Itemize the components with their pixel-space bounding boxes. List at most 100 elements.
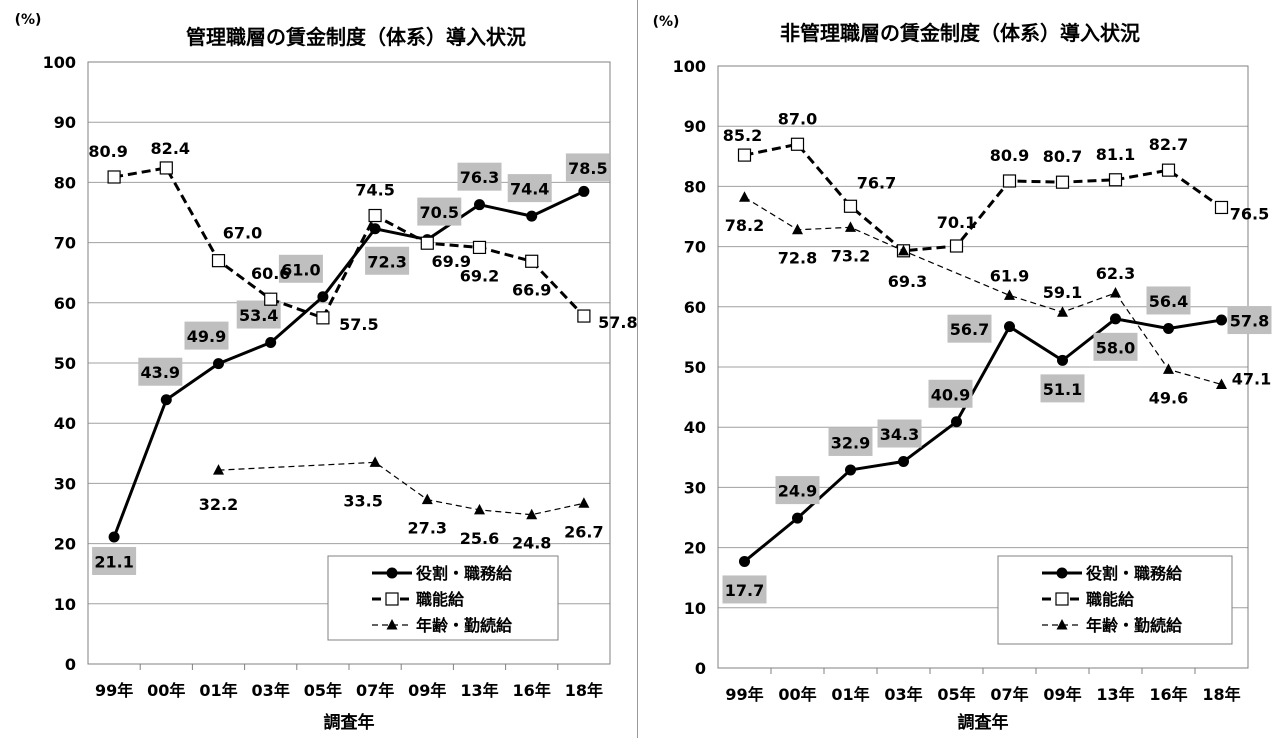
legend-box: [997, 555, 1233, 645]
data-label: 56.7: [950, 320, 989, 339]
y-tick-label: 10: [54, 595, 76, 614]
series-line: [113, 166, 585, 320]
data-label-bg: [1227, 306, 1272, 335]
legend-marker-age-tenure-pay: [1056, 619, 1068, 630]
data-label-bg: [278, 254, 323, 283]
x-tick-label: 07年: [356, 681, 394, 700]
panel-divider: [637, 0, 638, 738]
data-point-skill-pay: [577, 309, 591, 323]
legend-label-age-tenure-pay: 年齢・勤続給: [416, 616, 513, 635]
data-label: 49.6: [1149, 388, 1188, 407]
data-point-role-job-pay: [739, 555, 750, 567]
x-tick-label: 13年: [1096, 685, 1134, 704]
data-point-role-job-pay: [213, 358, 224, 370]
y-tick-label: 10: [684, 599, 706, 618]
data-label-bg: [947, 314, 992, 343]
data-label: 69.3: [888, 272, 927, 291]
data-label: 61.9: [990, 266, 1029, 285]
data-label-bg: [775, 476, 820, 505]
y-tick-label: 20: [54, 535, 76, 554]
data-point-age-tenure-pay: [739, 191, 750, 202]
data-label-bg: [507, 174, 552, 203]
series-line: [744, 142, 1223, 253]
data-label: 25.6: [460, 529, 499, 548]
data-point-skill-pay: [211, 254, 226, 268]
data-label: 78.2: [725, 216, 764, 235]
data-label: 43.9: [141, 363, 180, 382]
x-tick-label: 00年: [778, 685, 816, 704]
x-tick-label: 99年: [725, 685, 763, 704]
data-point-role-job-pay: [108, 531, 120, 543]
x-tick-label: 05年: [937, 685, 975, 704]
data-label: 59.1: [1043, 283, 1082, 302]
y-tick-label: 90: [684, 117, 706, 136]
y-tick-label: 80: [54, 173, 76, 192]
data-point-skill-pay: [264, 292, 278, 306]
data-label: 32.9: [831, 433, 870, 452]
data-label: 69.2: [460, 266, 499, 285]
data-label: 49.9: [187, 327, 226, 346]
y-tick-label: 50: [54, 354, 76, 373]
x-tick-label: 01年: [831, 685, 869, 704]
data-label-bg: [928, 379, 973, 408]
data-label: 85.2: [723, 126, 762, 145]
legend-marker-skill-pay: [1055, 592, 1069, 606]
data-label: 81.1: [1096, 145, 1135, 164]
data-label: 66.9: [512, 280, 551, 299]
x-tick-label: 09年: [1043, 685, 1081, 704]
data-point-role-job-pay: [317, 291, 329, 303]
data-point-age-tenure-pay: [421, 493, 433, 505]
y-tick-label: 40: [54, 414, 76, 433]
data-label: 82.4: [151, 139, 190, 158]
x-tick-label: 03年: [884, 685, 922, 704]
data-point-role-job-pay: [792, 512, 803, 524]
data-point-role-job-pay: [578, 185, 590, 197]
data-label: 69.9: [432, 252, 471, 271]
data-point-role-job-pay: [1110, 313, 1121, 325]
data-label: 62.3: [1096, 264, 1135, 283]
data-label: 70.5: [420, 203, 459, 222]
data-label-bg: [1040, 374, 1085, 403]
data-label: 51.1: [1043, 380, 1082, 399]
data-label: 72.3: [367, 252, 406, 271]
data-label: 17.7: [725, 581, 764, 600]
y-tick-label: 50: [684, 358, 706, 377]
data-label: 32.2: [199, 495, 238, 514]
y-tick-label: 70: [684, 238, 706, 257]
data-point-skill-pay: [472, 240, 487, 255]
legend-marker-skill-pay: [385, 592, 399, 606]
data-label-bg: [138, 357, 183, 386]
x-tick-label: 16年: [1149, 685, 1187, 704]
data-label: 72.8: [778, 249, 817, 268]
y-tick-label: 60: [54, 294, 76, 313]
x-tick-label: 05年: [304, 681, 342, 700]
data-label: 57.8: [1230, 312, 1269, 331]
x-tick-label: 09年: [408, 681, 446, 700]
data-point-age-tenure-pay: [578, 497, 590, 508]
chart-title: 管理職層の賃金制度（体系）導入状況: [186, 25, 526, 49]
x-tick-label: 03年: [252, 681, 290, 700]
data-point-skill-pay: [316, 311, 330, 325]
data-point-age-tenure-pay: [1004, 289, 1015, 300]
x-tick-label: 18年: [1202, 685, 1240, 704]
gridlines: [718, 125, 1248, 609]
data-point-skill-pay: [368, 208, 382, 223]
data-point-role-job-pay: [845, 464, 856, 476]
y-tick-label: 0: [65, 655, 76, 674]
data-point-role-job-pay: [951, 416, 962, 428]
data-label-bg: [365, 246, 410, 275]
data-point-age-tenure-pay: [898, 244, 909, 256]
data-label: 74.5: [355, 181, 394, 200]
data-point-role-job-pay: [1216, 314, 1227, 326]
data-point-age-tenure-pay: [213, 464, 224, 475]
data-point-skill-pay: [159, 161, 173, 175]
data-label: 26.7: [564, 522, 603, 541]
data-label: 56.4: [1149, 292, 1188, 311]
series-line: [744, 196, 1222, 386]
legend-label-age-tenure-pay: 年齢・勤続給: [1086, 616, 1183, 635]
data-point-skill-pay: [949, 239, 964, 253]
legend-label-skill-pay: 職能給: [416, 590, 465, 609]
series-skill-pay: 80.9 82.4 67.0 60.6 57.5 74.5 69.969.2 66.9 57.8: [88, 139, 637, 334]
data-point-role-job-pay: [526, 210, 538, 222]
